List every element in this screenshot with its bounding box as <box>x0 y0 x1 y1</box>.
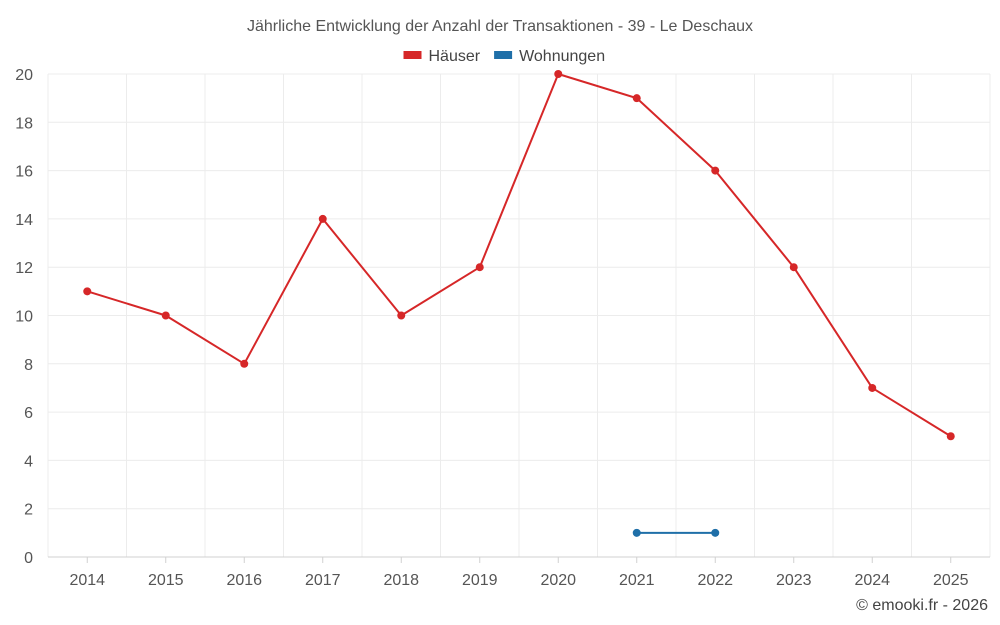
series-line[interactable] <box>86 73 952 438</box>
data-point[interactable] <box>632 94 641 103</box>
legend[interactable]: Häuser Wohnungen <box>403 48 606 65</box>
x-tick-label: 2020 <box>540 572 576 589</box>
data-point[interactable] <box>318 214 327 223</box>
y-tick-label: 18 <box>15 115 33 132</box>
credit-text: © emooki.fr - 2026 <box>856 597 988 614</box>
axes: 0 2 4 6 8 10 12 14 16 18 20 2014 2015 2016 2017 2018 201… <box>15 67 990 589</box>
data-point[interactable] <box>711 166 720 175</box>
x-tick-label: 2016 <box>226 572 262 589</box>
data-point[interactable] <box>475 263 484 272</box>
legend-swatch <box>494 51 513 59</box>
x-tick-label: 2018 <box>383 572 419 589</box>
y-tick-label: 6 <box>24 405 33 422</box>
data-point[interactable] <box>632 528 641 537</box>
data-point[interactable] <box>946 432 955 441</box>
y-tick-label: 14 <box>15 212 33 229</box>
x-tick-label: 2024 <box>854 572 890 589</box>
legend-item-1[interactable]: Wohnungen <box>494 48 605 65</box>
legend-swatch <box>403 51 422 59</box>
legend-label: Wohnungen <box>519 48 605 65</box>
x-tick-label: 2025 <box>933 572 969 589</box>
y-tick-label: 10 <box>15 309 33 326</box>
data-point[interactable] <box>868 383 877 392</box>
y-tick-label: 4 <box>24 453 33 470</box>
x-tick-label: 2019 <box>462 572 498 589</box>
series-0[interactable] <box>83 70 955 441</box>
x-tick-label: 2014 <box>69 572 105 589</box>
chart-title: Jährliche Entwicklung der Anzahl der Tra… <box>247 18 753 35</box>
y-tick-label: 8 <box>24 357 33 374</box>
x-tick-label: 2023 <box>776 572 812 589</box>
y-tick-label: 12 <box>15 260 33 277</box>
y-tick-label: 16 <box>15 164 33 181</box>
data-point[interactable] <box>711 528 720 537</box>
data-point[interactable] <box>83 287 92 296</box>
legend-label: Häuser <box>429 48 481 65</box>
y-tick-label: 2 <box>24 502 33 519</box>
data-point[interactable] <box>789 263 798 272</box>
grid <box>47 73 991 557</box>
y-tick-label: 20 <box>15 67 33 84</box>
data-point[interactable] <box>554 70 563 78</box>
data-point[interactable] <box>397 311 406 320</box>
x-tick-label: 2015 <box>148 572 184 589</box>
series-layer <box>83 70 955 537</box>
x-tick-label: 2022 <box>697 572 733 589</box>
x-tick-label: 2021 <box>619 572 655 589</box>
legend-item-0[interactable]: Häuser <box>403 48 481 65</box>
data-point[interactable] <box>240 359 249 368</box>
y-tick-label: 0 <box>24 550 33 567</box>
x-tick-label: 2017 <box>305 572 341 589</box>
series-1[interactable] <box>632 528 720 537</box>
data-point[interactable] <box>161 311 170 320</box>
